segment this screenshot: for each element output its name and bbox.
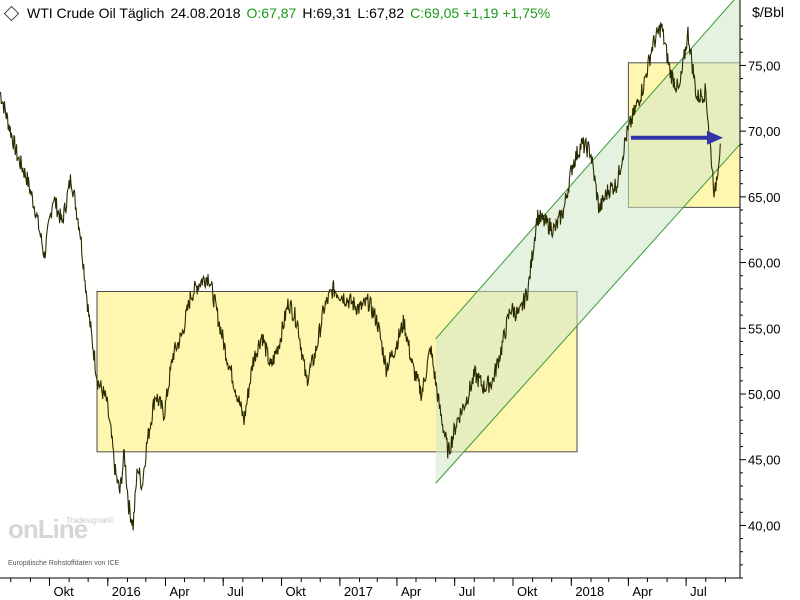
header-date: 24.08.2018 [170,5,241,21]
tradesignal-online-logo: onLine Tradesignal® [8,514,113,552]
x-tick-label: Okt [517,584,538,599]
x-tick-label: Jul [459,584,476,599]
low-value: L:67,82 [357,5,405,21]
high-value: H:69,31 [302,5,352,21]
y-tick-label: 50,00 [748,387,781,402]
y-tick-label: 65,00 [748,190,781,205]
x-tick-label: Okt [286,584,307,599]
x-tick-label: Jul [227,584,244,599]
x-tick-label: Apr [170,584,191,599]
y-tick-label: 70,00 [748,124,781,139]
y-tick-label: 45,00 [748,453,781,468]
open-value: O:67,87 [246,5,297,21]
logo-brand-text: onLine [8,514,88,544]
close-change-value: C:69,05 +1,19 +1,75% [410,5,551,21]
x-tick-label: Apr [401,584,422,599]
x-tick-label: Jul [690,584,707,599]
x-tick-label: 2018 [575,584,604,599]
x-tick-label: Okt [53,584,74,599]
x-tick-label: Apr [632,584,653,599]
channel-lower-line [435,143,741,484]
x-tick-label: 2017 [344,584,373,599]
target-arrow-icon [706,130,723,145]
y-axis-unit: $/Bbl [752,4,784,20]
logo-sub-text: Tradesignal® [66,516,114,525]
y-tick-label: 55,00 [748,321,781,336]
x-tick-label: 2016 [112,584,141,599]
y-tick-label: 40,00 [748,518,781,533]
price-series-line [0,22,721,531]
y-tick-label: 75,00 [748,58,781,73]
instrument-name: WTI Crude Oil Täglich [27,5,165,21]
chart-header: WTI Crude Oil Täglich 24.08.2018 O:67,87… [0,0,746,26]
data-source-note: Europäische Rohstoffdaten von ICE [8,560,120,567]
y-tick-label: 60,00 [748,256,781,271]
trend-channel-fill [435,0,740,484]
